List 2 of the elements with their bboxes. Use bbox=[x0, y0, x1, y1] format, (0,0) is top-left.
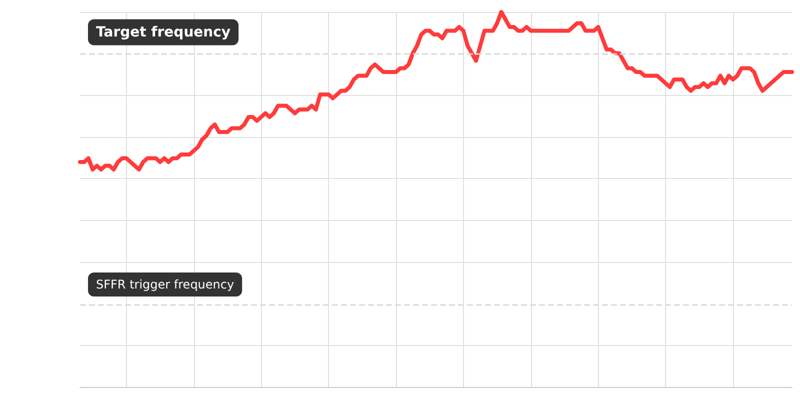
ref-line-label: SFFR trigger frequency bbox=[96, 278, 234, 292]
ref-line-label: Target frequency bbox=[96, 24, 231, 40]
